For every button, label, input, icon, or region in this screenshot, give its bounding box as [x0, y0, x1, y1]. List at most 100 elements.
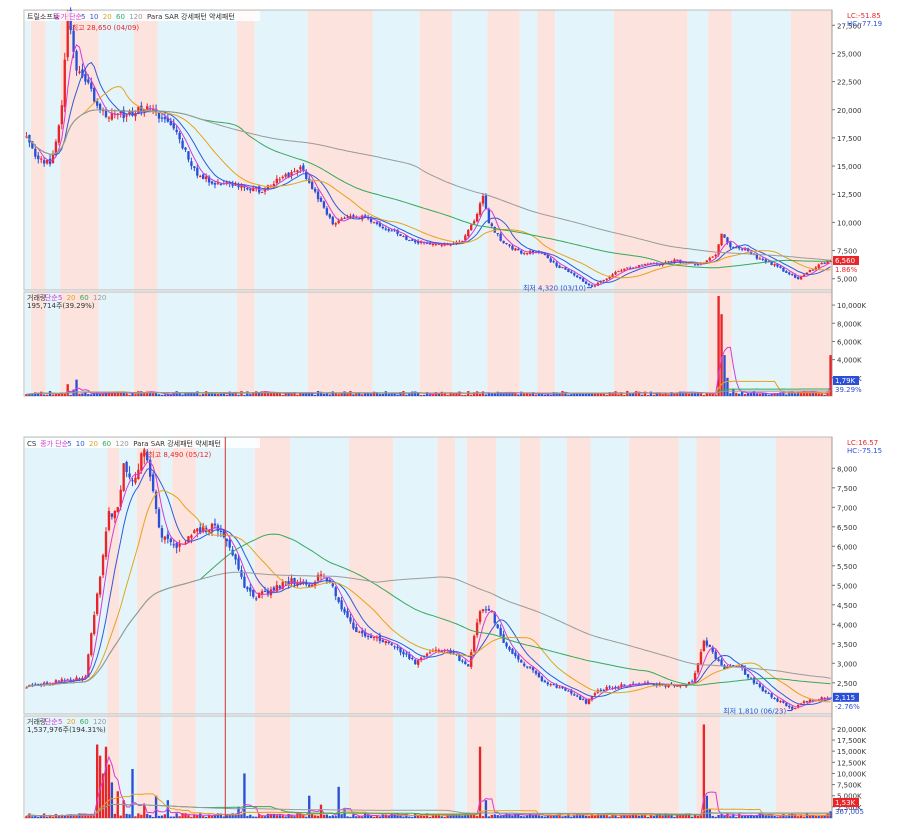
- candle-body: [537, 673, 541, 678]
- candle-body: [202, 525, 205, 533]
- volume-legend-prefix: 단순: [45, 717, 58, 726]
- candle-body: [154, 491, 158, 509]
- volume-bar: [808, 393, 812, 396]
- volume-bar: [313, 394, 317, 396]
- trend-band: [237, 10, 255, 290]
- volume-bar: [196, 391, 199, 396]
- volume-bar: [84, 813, 87, 818]
- volume-bar: [260, 816, 264, 818]
- volume-bar: [255, 816, 258, 818]
- candle-body: [443, 650, 446, 652]
- candle-body: [802, 701, 806, 703]
- candle-body: [523, 252, 526, 254]
- volume-bar: [505, 813, 508, 818]
- ma-legend-10: 10: [90, 13, 99, 21]
- volume-bar: [25, 816, 28, 818]
- volume-bar: [564, 392, 567, 396]
- candle-body: [499, 628, 502, 636]
- volume-bar: [419, 394, 423, 396]
- volume-bar: [826, 391, 829, 396]
- candle-body: [51, 154, 55, 164]
- volume-bar: [699, 392, 703, 396]
- trend-band: [119, 437, 137, 714]
- volume-bar: [175, 813, 178, 818]
- volume-bar: [63, 392, 66, 396]
- volume-bar: [658, 392, 661, 396]
- candle-body: [57, 680, 61, 682]
- stock-name: CS: [27, 440, 37, 448]
- candle-body: [355, 627, 358, 633]
- trend-band: [307, 292, 373, 396]
- volume-bar: [693, 814, 697, 818]
- candle-body: [629, 267, 632, 269]
- candle-body: [181, 140, 184, 149]
- volume-bar: [664, 393, 667, 396]
- volume-bar: [393, 393, 396, 396]
- candle-body: [637, 683, 641, 685]
- volume-bar: [549, 814, 552, 818]
- volume-bar: [107, 764, 111, 818]
- candle-body: [626, 267, 629, 269]
- candle-body: [281, 176, 284, 178]
- volume-bar: [190, 816, 193, 818]
- candle-body: [561, 267, 564, 269]
- volume-bar: [579, 814, 582, 818]
- candle-body: [396, 229, 399, 234]
- volume-bar: [202, 393, 205, 396]
- volume-bar: [440, 816, 443, 818]
- volume-bar: [770, 814, 773, 818]
- price-tick-label: 3,000: [837, 660, 857, 668]
- candle-body: [811, 269, 815, 271]
- trend-band: [237, 292, 255, 396]
- candle-body: [166, 534, 170, 539]
- candle-body: [552, 261, 555, 263]
- volume-bar: [711, 815, 714, 818]
- candle-body: [614, 272, 617, 275]
- volume-tick-label: 10,000K: [837, 302, 866, 310]
- low-annotation: 최저 4,320 (03/10): [523, 284, 586, 293]
- volume-bar: [632, 392, 635, 396]
- volume-bar: [193, 393, 196, 396]
- volume-bar: [470, 813, 473, 818]
- candle-body: [72, 30, 75, 53]
- volume-bar: [820, 393, 823, 396]
- trend-band: [254, 716, 291, 818]
- volume-bar: [431, 814, 435, 818]
- volume-bar: [252, 392, 255, 396]
- ma5-line: [26, 44, 831, 286]
- ma-legend-5: 5: [67, 440, 71, 448]
- candle-body: [384, 640, 387, 644]
- volume-bar: [369, 393, 373, 396]
- candle-body: [213, 183, 217, 185]
- volume-bar: [187, 392, 190, 396]
- volume-bar: [417, 814, 420, 818]
- volume-bar: [146, 391, 149, 396]
- volume-bar: [169, 816, 172, 818]
- candle-body: [481, 609, 485, 612]
- volume-bar: [740, 391, 744, 396]
- volume-bar: [808, 815, 812, 818]
- volume-bar: [690, 816, 694, 818]
- candle-body: [779, 701, 782, 703]
- candle-body: [464, 661, 467, 665]
- volume-bar: [534, 814, 538, 818]
- volume-bar: [213, 393, 217, 396]
- volume-bar: [266, 392, 270, 396]
- volume-bar: [788, 391, 791, 396]
- candle-body: [717, 659, 720, 661]
- candle-body: [726, 666, 729, 669]
- candle-body: [255, 187, 258, 189]
- candle-body: [219, 530, 223, 532]
- trend-band: [496, 716, 520, 818]
- candle-body: [543, 252, 547, 256]
- volume-bar: [361, 816, 364, 818]
- candle-body: [143, 449, 146, 457]
- volume-bar: [679, 814, 682, 818]
- volume-bar: [40, 391, 43, 396]
- volume-bar: [443, 392, 446, 396]
- candle-body: [487, 608, 491, 611]
- volume-bar: [646, 394, 650, 396]
- candle-body: [643, 264, 647, 266]
- candle-body: [817, 264, 820, 268]
- volume-bar: [402, 391, 405, 396]
